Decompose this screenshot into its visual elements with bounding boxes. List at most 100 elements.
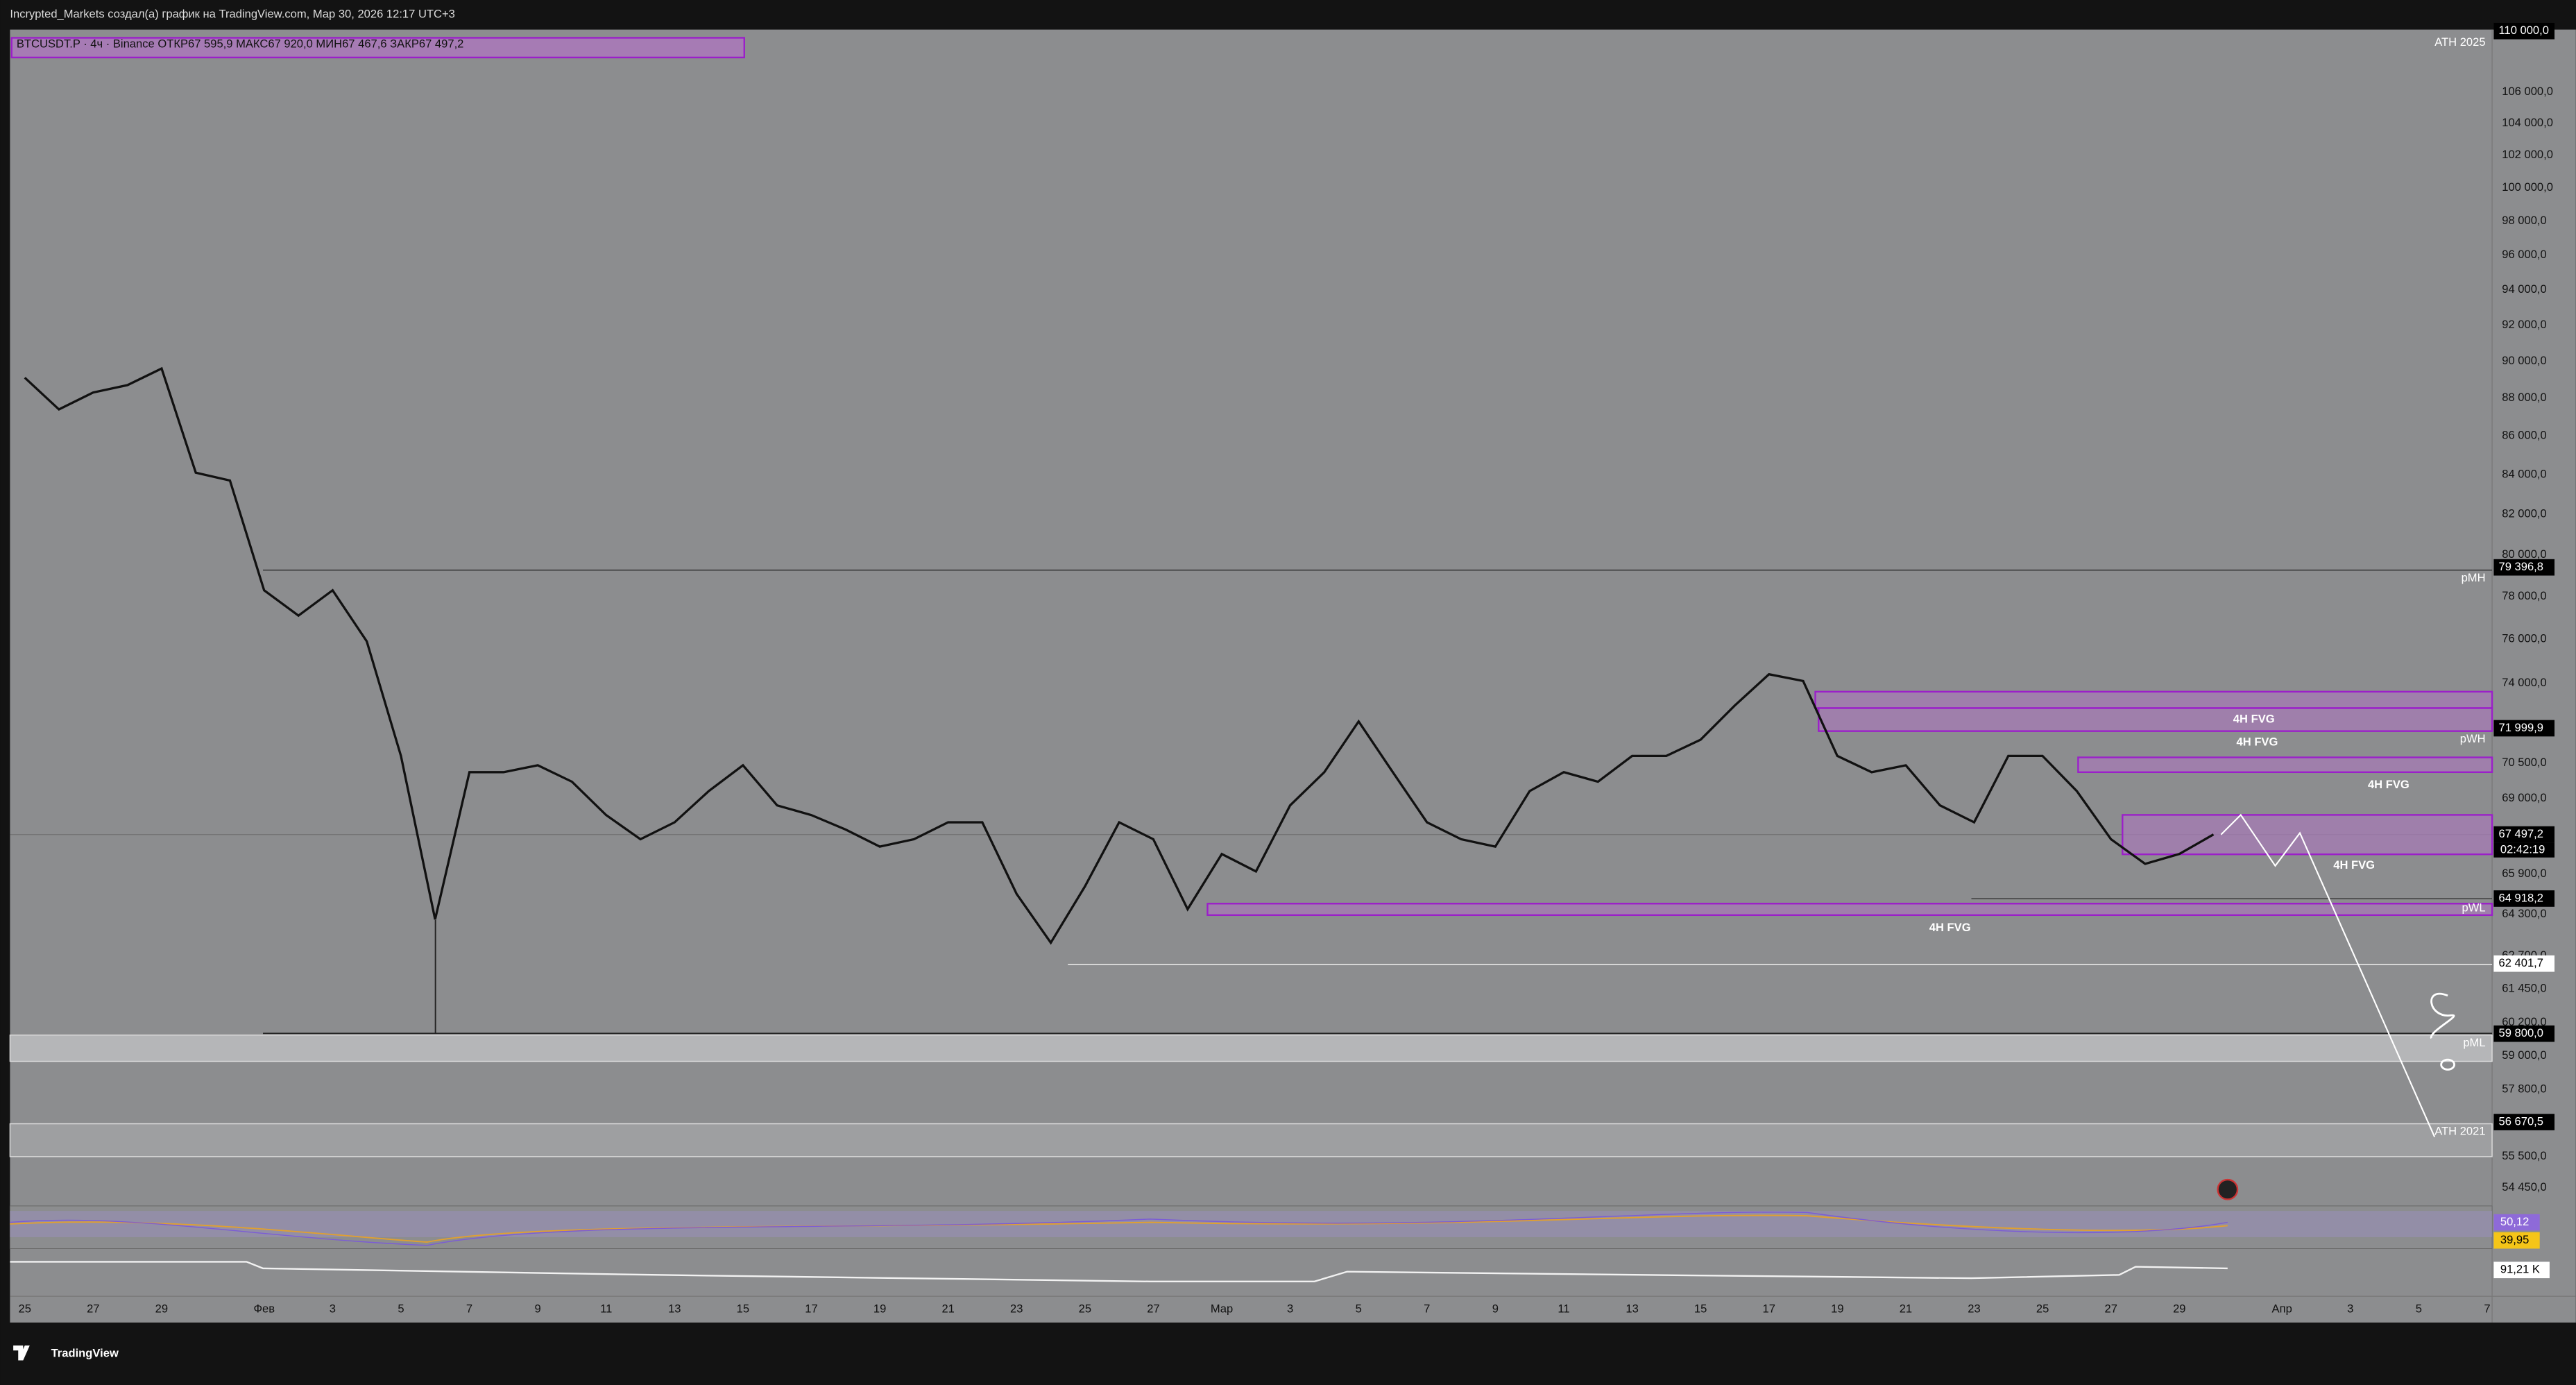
- volume-badge: [2493, 1261, 2550, 1279]
- y-tick-label: 100 000,0: [2502, 180, 2553, 194]
- y-tick-label: 106 000,0: [2502, 85, 2553, 98]
- price-marker-label: 71 999,9: [2499, 721, 2543, 734]
- x-tick-label: 9: [535, 1302, 541, 1315]
- y-tick-label: 82 000,0: [2502, 507, 2546, 520]
- x-tick-label: 27: [1147, 1302, 1159, 1315]
- y-tick-label: 86 000,0: [2502, 429, 2546, 442]
- ath-2025: ATH 2025: [2434, 35, 2485, 49]
- fvg-box: [1814, 690, 2493, 709]
- price-marker-label: 64 918,2: [2499, 891, 2543, 904]
- drawing: [2430, 992, 2456, 1071]
- price-marker: [2493, 1025, 2555, 1042]
- replay-icon[interactable]: [2217, 1178, 2239, 1200]
- y-tick-label: 92 000,0: [2502, 318, 2546, 331]
- fvg-box: [2077, 756, 2493, 774]
- countdown: 02:42:19: [2500, 842, 2545, 856]
- price-marker-label: 59 800,0: [2499, 1026, 2543, 1039]
- fvg-box: [2122, 814, 2493, 856]
- y-tick-label: 64 300,0: [2502, 907, 2546, 920]
- x-tick-label: 19: [1831, 1302, 1843, 1315]
- countdown-box: [2493, 842, 2555, 858]
- x-tick-label: 25: [1079, 1302, 1091, 1315]
- price-marker: [2493, 890, 2555, 907]
- rsi-ma-badge: [2493, 1232, 2540, 1249]
- y-tick-label: 102 000,0: [2502, 148, 2553, 161]
- y-tick-label: 54 450,0: [2502, 1180, 2546, 1193]
- price-marker: [2493, 1114, 2555, 1130]
- projection: [2220, 813, 2436, 1137]
- chart-pane: [10, 29, 2493, 1323]
- price-axis: [2492, 29, 2576, 1323]
- y-tick-label: 78 000,0: [2502, 589, 2546, 602]
- x-tick-label: 25: [2036, 1302, 2049, 1315]
- y-tick-label: 94 000,0: [2502, 282, 2546, 296]
- price-marker: [2493, 22, 2555, 40]
- rsi-value: 50,12: [2500, 1215, 2529, 1228]
- x-tick-label: 27: [2104, 1302, 2117, 1315]
- legend: BTCUSDT.P · 4ч · Binance ОТКР67 595,9 МА…: [17, 37, 464, 50]
- y-tick-label: 65 900,0: [2502, 867, 2546, 880]
- x-tick-label: 3: [330, 1302, 336, 1315]
- x-tick-label: Апр: [2272, 1302, 2292, 1315]
- x-tick-label: 23: [1968, 1302, 1980, 1315]
- price-marker: [2493, 559, 2555, 576]
- brand: TradingView: [51, 1346, 119, 1359]
- fvg-label: 4H FVG: [2237, 736, 2278, 749]
- fvg-label: 4H FVG: [2333, 858, 2375, 872]
- y-tick-label: 60 200,0: [2502, 1015, 2546, 1028]
- fvg-label: 4H FVG: [2233, 712, 2275, 725]
- x-tick-label: 7: [1424, 1302, 1430, 1315]
- fvg-label: 4H FVG: [1929, 921, 1971, 934]
- y-tick-label: 80 000,0: [2502, 547, 2546, 561]
- ath-2021: ATH 2021: [2434, 1125, 2485, 1138]
- x-tick-label: 23: [1010, 1302, 1023, 1315]
- x-tick-label: 3: [2347, 1302, 2353, 1315]
- pmh: pMH: [2462, 571, 2486, 584]
- price-marker-label: 67 497,2: [2499, 827, 2543, 840]
- x-tick-label: 13: [1626, 1302, 1638, 1315]
- volume-value: 91,21 K: [2500, 1263, 2540, 1276]
- y-tick-label: 84 000,0: [2502, 467, 2546, 480]
- y-tick-label: 70 500,0: [2502, 756, 2546, 769]
- y-tick-label: 96 000,0: [2502, 248, 2546, 261]
- x-tick-label: 11: [600, 1302, 612, 1315]
- price-marker-label: 56 670,5: [2499, 1114, 2543, 1128]
- price-marker: [2493, 826, 2555, 843]
- y-tick-label: 61 450,0: [2502, 982, 2546, 995]
- y-tick-label: 76 000,0: [2502, 632, 2546, 645]
- x-tick-label: 7: [2484, 1302, 2490, 1315]
- x-tick-label: 7: [466, 1302, 472, 1315]
- y-tick-label: 57 800,0: [2502, 1082, 2546, 1096]
- rsi-ma-line: [10, 1214, 2228, 1243]
- x-tick-label: 13: [668, 1302, 681, 1315]
- x-tick-label: 21: [1900, 1302, 1912, 1315]
- y-tick-label: 59 000,0: [2502, 1048, 2546, 1062]
- x-tick-label: 5: [2416, 1302, 2422, 1315]
- price-marker: [2493, 720, 2555, 737]
- x-tick-label: 21: [941, 1302, 954, 1315]
- y-tick-label: 69 000,0: [2502, 791, 2546, 804]
- price-line: [24, 366, 2215, 945]
- ath-2021-zone: [9, 1123, 2493, 1157]
- fvg-boxes: [1206, 690, 2493, 917]
- y-tick-label: 98 000,0: [2502, 214, 2546, 227]
- x-tick-label: 25: [18, 1302, 31, 1315]
- x-tick-label: 11: [1558, 1302, 1569, 1315]
- fvg-box: [1206, 903, 2493, 917]
- brand-logo: [13, 1345, 30, 1361]
- x-tick-label: 19: [873, 1302, 886, 1315]
- y-tick-label: 88 000,0: [2502, 391, 2546, 404]
- x-tick-label: 3: [1287, 1302, 1293, 1315]
- x-tick-label: 27: [87, 1302, 99, 1315]
- x-tick-label: 15: [737, 1302, 749, 1315]
- price-marker-label: 110 000,0: [2499, 24, 2549, 37]
- x-tick-label: 29: [2173, 1302, 2185, 1315]
- x-tick-label: 5: [398, 1302, 404, 1315]
- volume-line: [10, 1261, 2228, 1283]
- price-marker-label: 79 396,8: [2499, 560, 2543, 573]
- x-tick-label: 17: [805, 1302, 817, 1315]
- rsi-ma-value: 39,95: [2500, 1233, 2529, 1246]
- fvg-box: [1818, 707, 2493, 732]
